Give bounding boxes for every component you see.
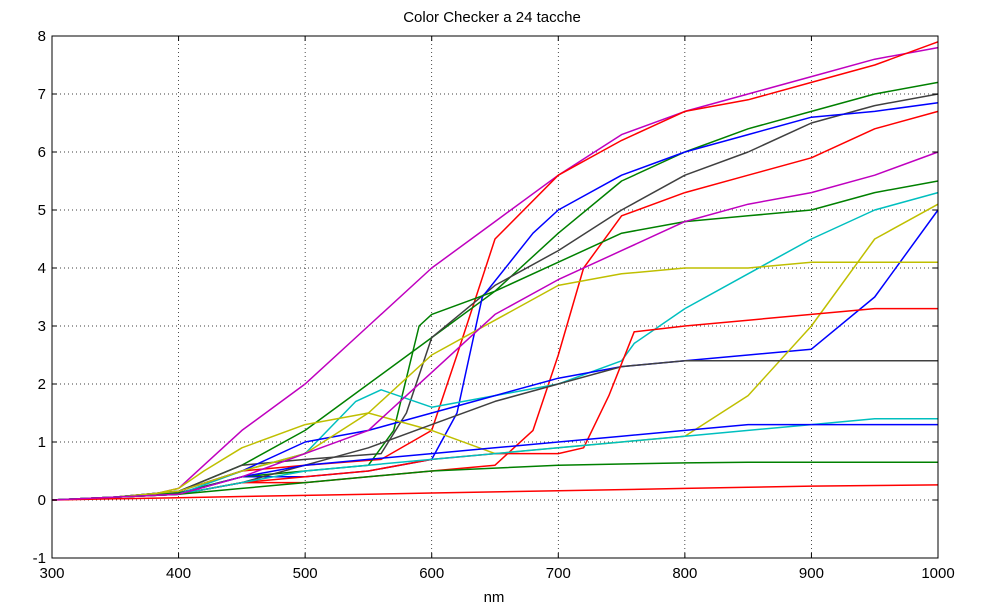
x-tick-label: 600 xyxy=(419,565,444,582)
x-tick-label: 800 xyxy=(672,565,697,582)
grid-lines xyxy=(52,36,938,558)
y-tick-label: -1 xyxy=(33,550,46,567)
series-line-18 xyxy=(51,151,939,501)
axis-ticks: 300 400 500 600 700 800 900 1000 -1 0 1 2 3 4 5 6 7 8 xyxy=(33,28,955,582)
y-tick-label: 1 xyxy=(38,434,46,451)
series-line-4 xyxy=(51,93,939,501)
x-tick-label: 300 xyxy=(39,565,64,582)
series-lines xyxy=(51,41,939,501)
y-tick-label: 4 xyxy=(38,260,46,277)
y-tick-label: 2 xyxy=(38,376,46,393)
series-line-14 xyxy=(51,418,938,501)
y-tick-label: 8 xyxy=(38,28,46,45)
series-line-13 xyxy=(51,261,938,501)
x-tick-label: 1000 xyxy=(921,565,954,582)
x-tick-label: 700 xyxy=(546,565,571,582)
plot-area-frame xyxy=(51,35,939,559)
x-tick-label: 900 xyxy=(799,565,824,582)
y-tick-label: 5 xyxy=(38,202,46,219)
x-tick-label: 500 xyxy=(293,565,318,582)
series-line-10 xyxy=(51,203,939,501)
x-axis-label: nm xyxy=(484,589,505,606)
y-tick-label: 6 xyxy=(38,144,46,161)
y-tick-label: 7 xyxy=(38,86,46,103)
y-tick-label: 0 xyxy=(38,492,46,509)
series-line-16 xyxy=(51,461,938,501)
series-line-17 xyxy=(51,484,939,501)
y-tick-label: 3 xyxy=(38,318,46,335)
chart-title: Color Checker a 24 tacche xyxy=(403,9,581,26)
x-tick-label: 400 xyxy=(166,565,191,582)
